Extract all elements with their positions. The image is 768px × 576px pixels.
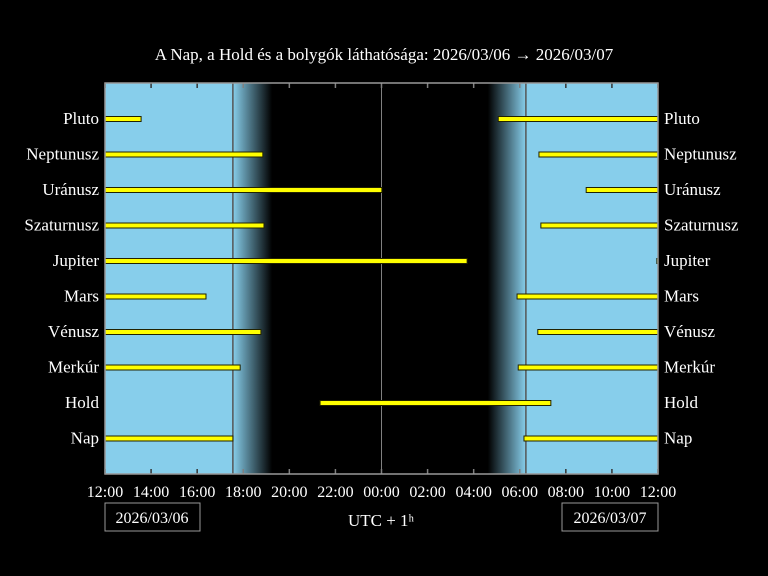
x-tick-label: 14:00 — [133, 484, 169, 501]
visibility-bar-pluto — [497, 116, 659, 122]
chart-title: A Nap, a Hold és a bolygók láthatósága: … — [155, 45, 614, 64]
plot-area: 12:00 14:00 16:00 18:00 20:00 22:00 00:00 02:00… — [24, 82, 739, 501]
row-label-right: Szaturnusz — [664, 216, 739, 235]
dawn-twilight — [487, 83, 526, 474]
day-region-end — [525, 83, 658, 474]
visibility-bar-szaturnusz — [540, 222, 659, 229]
x-tick-label: 08:00 — [548, 484, 584, 501]
row-label-left: Mars — [64, 287, 99, 306]
row-label-left: Merkúr — [48, 358, 99, 377]
start-date-label: 2026/03/06 — [116, 510, 189, 527]
x-tick-label: 18:00 — [225, 484, 261, 501]
row-label-right: Merkúr — [664, 358, 715, 377]
row-label-left: Uránusz — [42, 180, 99, 199]
row-label-right: Vénusz — [664, 322, 715, 341]
row-label-right: Mars — [664, 287, 699, 306]
visibility-bar-hold — [319, 400, 552, 406]
end-date-box — [561, 502, 659, 532]
end-date-label: 2026/03/07 — [574, 510, 647, 527]
visibility-bar-neptunusz — [538, 151, 659, 158]
row-label-right: Jupiter — [664, 251, 711, 270]
visibility-bar-vénusz — [537, 329, 659, 335]
row-label-right: Pluto — [664, 109, 700, 128]
visibility-bar-mars — [104, 293, 207, 300]
visibility-bar-merkúr — [104, 364, 241, 371]
visibility-bar-mars — [516, 293, 659, 300]
visibility-bar-uránusz — [585, 187, 659, 193]
dusk-twilight — [232, 83, 273, 474]
row-label-right: Nap — [664, 429, 692, 448]
visibility-bar-szaturnusz — [104, 222, 265, 229]
start-date-box — [104, 502, 201, 532]
visibility-bar-neptunusz — [104, 151, 264, 158]
row-label-left: Jupiter — [53, 251, 100, 270]
plot-frame — [104, 82, 659, 475]
visibility-bar-nap — [104, 435, 234, 442]
row-label-right: Uránusz — [664, 180, 721, 199]
visibility-bar-jupiter — [104, 258, 468, 264]
row-label-left: Szaturnusz — [24, 216, 99, 235]
day-region-start — [105, 83, 233, 474]
visibility-bar-vénusz — [104, 329, 262, 335]
visibility-bar-pluto — [104, 116, 142, 122]
x-tick-label: 22:00 — [317, 484, 353, 501]
visibility-bar-nap — [523, 435, 659, 442]
visibility-bar-merkúr — [517, 364, 659, 371]
visibility-bar-uránusz — [104, 187, 383, 193]
x-tick-label: 20:00 — [271, 484, 307, 501]
row-label-left: Hold — [65, 393, 100, 412]
row-label-right: Neptunusz — [664, 145, 737, 164]
row-label-left: Neptunusz — [26, 145, 99, 164]
x-tick-label: 06:00 — [502, 484, 538, 501]
row-label-left: Vénusz — [48, 322, 99, 341]
row-label-right: Hold — [664, 393, 699, 412]
x-tick-label: 04:00 — [455, 484, 491, 501]
x-tick-label: 12:00 — [640, 484, 676, 501]
x-tick-label: 16:00 — [179, 484, 215, 501]
row-label-left: Nap — [71, 429, 99, 448]
x-axis-label: UTC + 1ʰ — [348, 511, 415, 530]
x-tick-label: 02:00 — [409, 484, 445, 501]
x-tick-label: 00:00 — [363, 484, 399, 501]
row-label-left: Pluto — [63, 109, 99, 128]
x-tick-label: 10:00 — [594, 484, 630, 501]
x-tick-label: 12:00 — [87, 484, 123, 501]
